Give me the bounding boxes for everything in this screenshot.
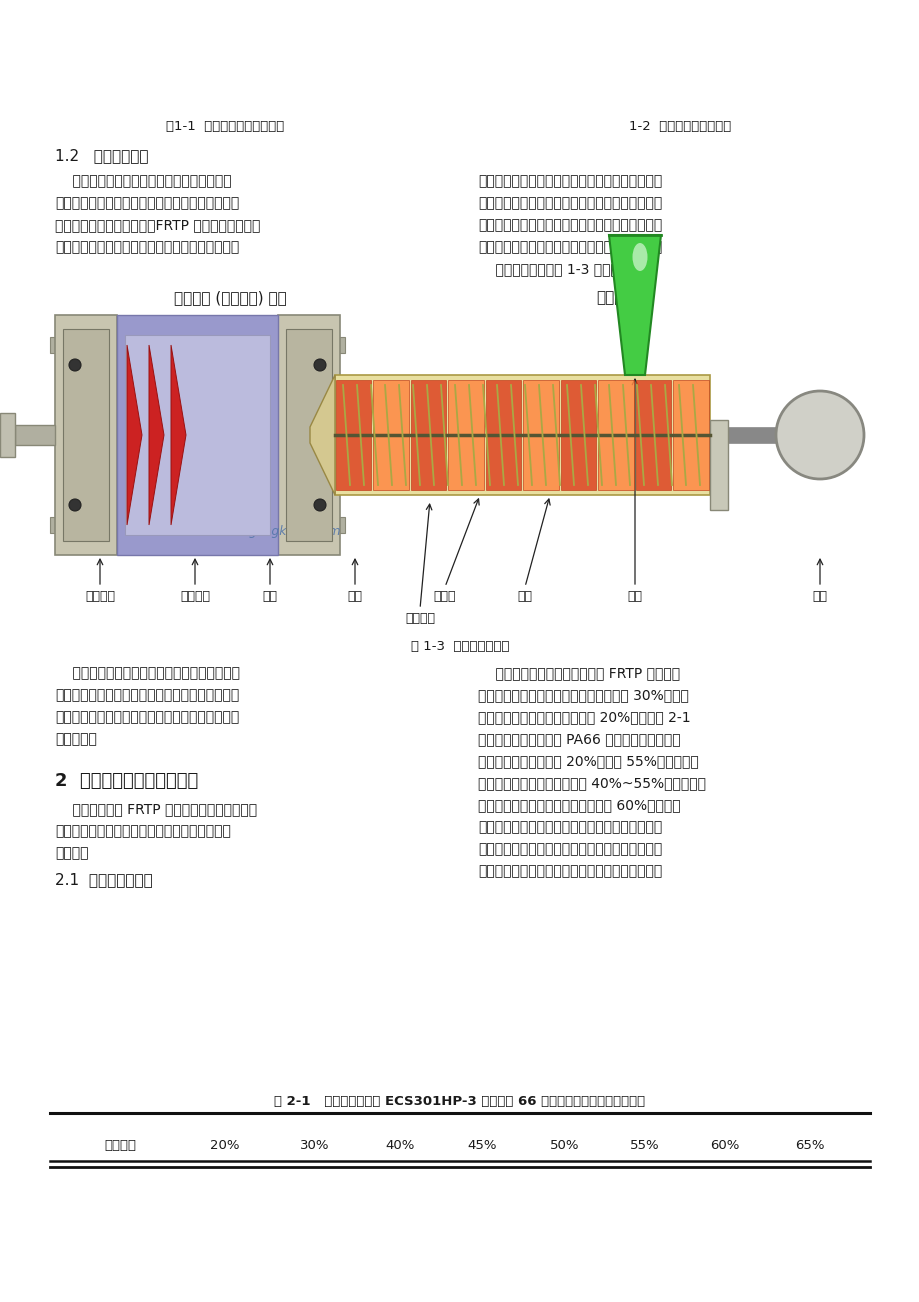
Text: 维含量过少时，其拉伸强度和冲击强度都会下将。: 维含量过少时，其拉伸强度和冲击强度都会下将。	[478, 865, 662, 878]
Bar	[286, 329, 332, 542]
Text: 短切玻纤增强 FRTP 的性能与许多因素有关。: 短切玻纤增强 FRTP 的性能与许多因素有关。	[55, 802, 256, 816]
Bar	[15, 424, 55, 445]
Text: 止反流阀: 止反流阀	[404, 612, 435, 625]
Circle shape	[313, 499, 325, 510]
Bar	[50, 517, 345, 533]
Bar	[635, 380, 671, 490]
Text: 使形状复杂的产品一次成型，而且生产效率高，成: 使形状复杂的产品一次成型，而且生产效率高，成	[55, 687, 239, 702]
Circle shape	[69, 499, 81, 510]
Polygon shape	[310, 375, 335, 495]
Text: 维含量是不同的，增强尼龙的最佳含量为 30%左右，: 维含量是不同的，增强尼龙的最佳含量为 30%左右，	[478, 687, 688, 702]
Circle shape	[775, 391, 863, 479]
Text: 情况下恢复到玻璃态，然后开模取出制品。这一过: 情况下恢复到玻璃态，然后开模取出制品。这一过	[478, 217, 662, 232]
Text: 脱模机构: 脱模机构	[180, 590, 210, 603]
Text: 直角接套: 直角接套	[85, 590, 115, 603]
Text: 表 2-1   同一种短切纤维 ECS301HP-3 增强尼龙 66 时纤维含量对力学性能的影响: 表 2-1 同一种短切纤维 ECS301HP-3 增强尼龙 66 时纤维含量对力…	[274, 1095, 645, 1108]
Text: 1-2  长纤维产粒料示意图: 1-2 长纤维产粒料示意图	[629, 120, 731, 133]
Text: 维磨损严重，反而会导致纤维束失增强作用。当纤: 维磨损严重，反而会导致纤维束失增强作用。当纤	[478, 842, 662, 855]
Text: 60%: 60%	[709, 1139, 739, 1152]
Bar	[485, 380, 521, 490]
Bar	[0, 413, 15, 457]
Text: 加热器: 加热器	[433, 590, 456, 603]
Text: 20%: 20%	[210, 1139, 240, 1152]
Text: 的影响。: 的影响。	[55, 846, 88, 861]
Text: 注射成型过程如图 1-3 所示。: 注射成型过程如图 1-3 所示。	[478, 262, 618, 276]
Ellipse shape	[632, 243, 647, 271]
Text: 测试项目: 测试项目	[104, 1139, 136, 1152]
Text: 学性能变化很缓慢。当玻纤含量超过 60%时，力学: 学性能变化很缓慢。当玻纤含量超过 60%时，力学	[478, 798, 680, 812]
Text: 性能反而降低，这是因为含量过多，成型过程中纤: 性能反而降低，这是因为含量过多，成型过程中纤	[478, 820, 662, 835]
Bar	[709, 421, 727, 510]
Polygon shape	[127, 345, 142, 525]
Text: 2.1  纤维含量的影响: 2.1 纤维含量的影响	[55, 872, 153, 887]
Bar	[278, 315, 340, 555]
Text: 要成型方法，它适用于热塑性和热固性复合材料，: 要成型方法，它适用于热塑性和热固性复合材料，	[55, 197, 239, 210]
Text: 但以热塑性复合材料最广。FRTP 的注射成型过程主: 但以热塑性复合材料最广。FRTP 的注射成型过程主	[55, 217, 260, 232]
Text: 汽缸: 汽缸	[347, 590, 362, 603]
Bar	[673, 380, 709, 490]
Text: 1.2   注射成型工艺: 1.2 注射成型工艺	[55, 148, 148, 163]
Text: 看出，玻璃纤维含量从 20%增大到 55%，力学性能: 看出，玻璃纤维含量从 20%增大到 55%，力学性能	[478, 754, 698, 768]
Text: 都在不断的增加。玻纤含量在 40%~55%之间时，力: 都在不断的增加。玻纤含量在 40%~55%之间时，力	[478, 776, 705, 790]
Text: 增强聚甲醛的最佳玻纤含量则为 20%左右。表 2-1: 增强聚甲醛的最佳玻纤含量则为 20%左右。表 2-1	[478, 710, 690, 724]
Text: 注射成型周期短，热耗量少，产品质量好，可: 注射成型周期短，热耗量少，产品质量好，可	[55, 667, 240, 680]
Bar	[561, 380, 596, 490]
Text: 以下主要介绍几种常见的影响因素对其力学性能: 以下主要介绍几种常见的影响因素对其力学性能	[55, 824, 231, 838]
Text: 为玻璃纤维含量对增强 PA66 性能的影响。从表中: 为玻璃纤维含量对增强 PA66 性能的影响。从表中	[478, 732, 680, 746]
Text: 2  影响成型制品性能的因素: 2 影响成型制品性能的因素	[55, 772, 198, 790]
Text: 各种树脂品种对短切玻纤增强 FRTP 的最佳纤: 各种树脂品种对短切玻纤增强 FRTP 的最佳纤	[478, 667, 679, 680]
Polygon shape	[149, 345, 164, 525]
Bar	[411, 380, 446, 490]
Bar	[117, 315, 278, 555]
Text: 45%: 45%	[467, 1139, 496, 1152]
Bar	[55, 315, 117, 555]
Text: 50%: 50%	[550, 1139, 579, 1152]
Bar	[523, 380, 559, 490]
Text: 熔化至粘流态，以高压迅速注入温度较低的闭合模: 熔化至粘流态，以高压迅速注入温度较低的闭合模	[478, 174, 662, 187]
Bar	[448, 380, 483, 490]
Text: 拉杆: 拉杆	[262, 590, 278, 603]
Circle shape	[313, 359, 325, 371]
Text: 合模装置 (肘节方式) 模具: 合模装置 (肘节方式) 模具	[174, 290, 286, 305]
Polygon shape	[608, 234, 660, 375]
Bar	[335, 380, 371, 490]
Circle shape	[69, 359, 81, 371]
Bar	[62, 329, 108, 542]
Text: 30%: 30%	[300, 1139, 329, 1152]
Bar	[50, 337, 345, 353]
Text: 马达: 马达	[811, 590, 826, 603]
Text: 强的产品。: 强的产品。	[55, 732, 96, 746]
Text: 螺杆: 螺杆	[516, 590, 532, 603]
Text: 图1-1  短纤维产粒料示意图图: 图1-1 短纤维产粒料示意图图	[165, 120, 284, 133]
Text: 料斗: 料斗	[627, 590, 641, 603]
Bar	[125, 335, 269, 535]
Text: 注射成型是树脂基复合材料生产中的一种重: 注射成型是树脂基复合材料生产中的一种重	[55, 174, 232, 187]
Text: 程主要是加热、冷却过程，物料不发生化学变化。: 程主要是加热、冷却过程，物料不发生化学变化。	[478, 240, 662, 254]
Polygon shape	[171, 345, 186, 525]
Text: 本低，只是对模具的要求高，也不能用于长纤维增: 本低，只是对模具的要求高，也不能用于长纤维增	[55, 710, 239, 724]
Text: 40%: 40%	[385, 1139, 414, 1152]
Text: gongkong.com: gongkong.com	[248, 525, 341, 538]
Text: 65%: 65%	[794, 1139, 823, 1152]
Bar	[335, 375, 709, 495]
Text: 注射装置: 注射装置	[596, 290, 632, 305]
Bar	[598, 380, 633, 490]
Bar	[373, 380, 409, 490]
Text: 要产生物理变化。增强粒料在注射机的料筒内加热: 要产生物理变化。增强粒料在注射机的料筒内加热	[55, 240, 239, 254]
Text: 55%: 55%	[630, 1139, 659, 1152]
Text: 图 1-3  注射成型示意图: 图 1-3 注射成型示意图	[410, 641, 509, 654]
Text: 内，经过一段时间冷却，使物料在保持模腔形状的: 内，经过一段时间冷却，使物料在保持模腔形状的	[478, 197, 662, 210]
